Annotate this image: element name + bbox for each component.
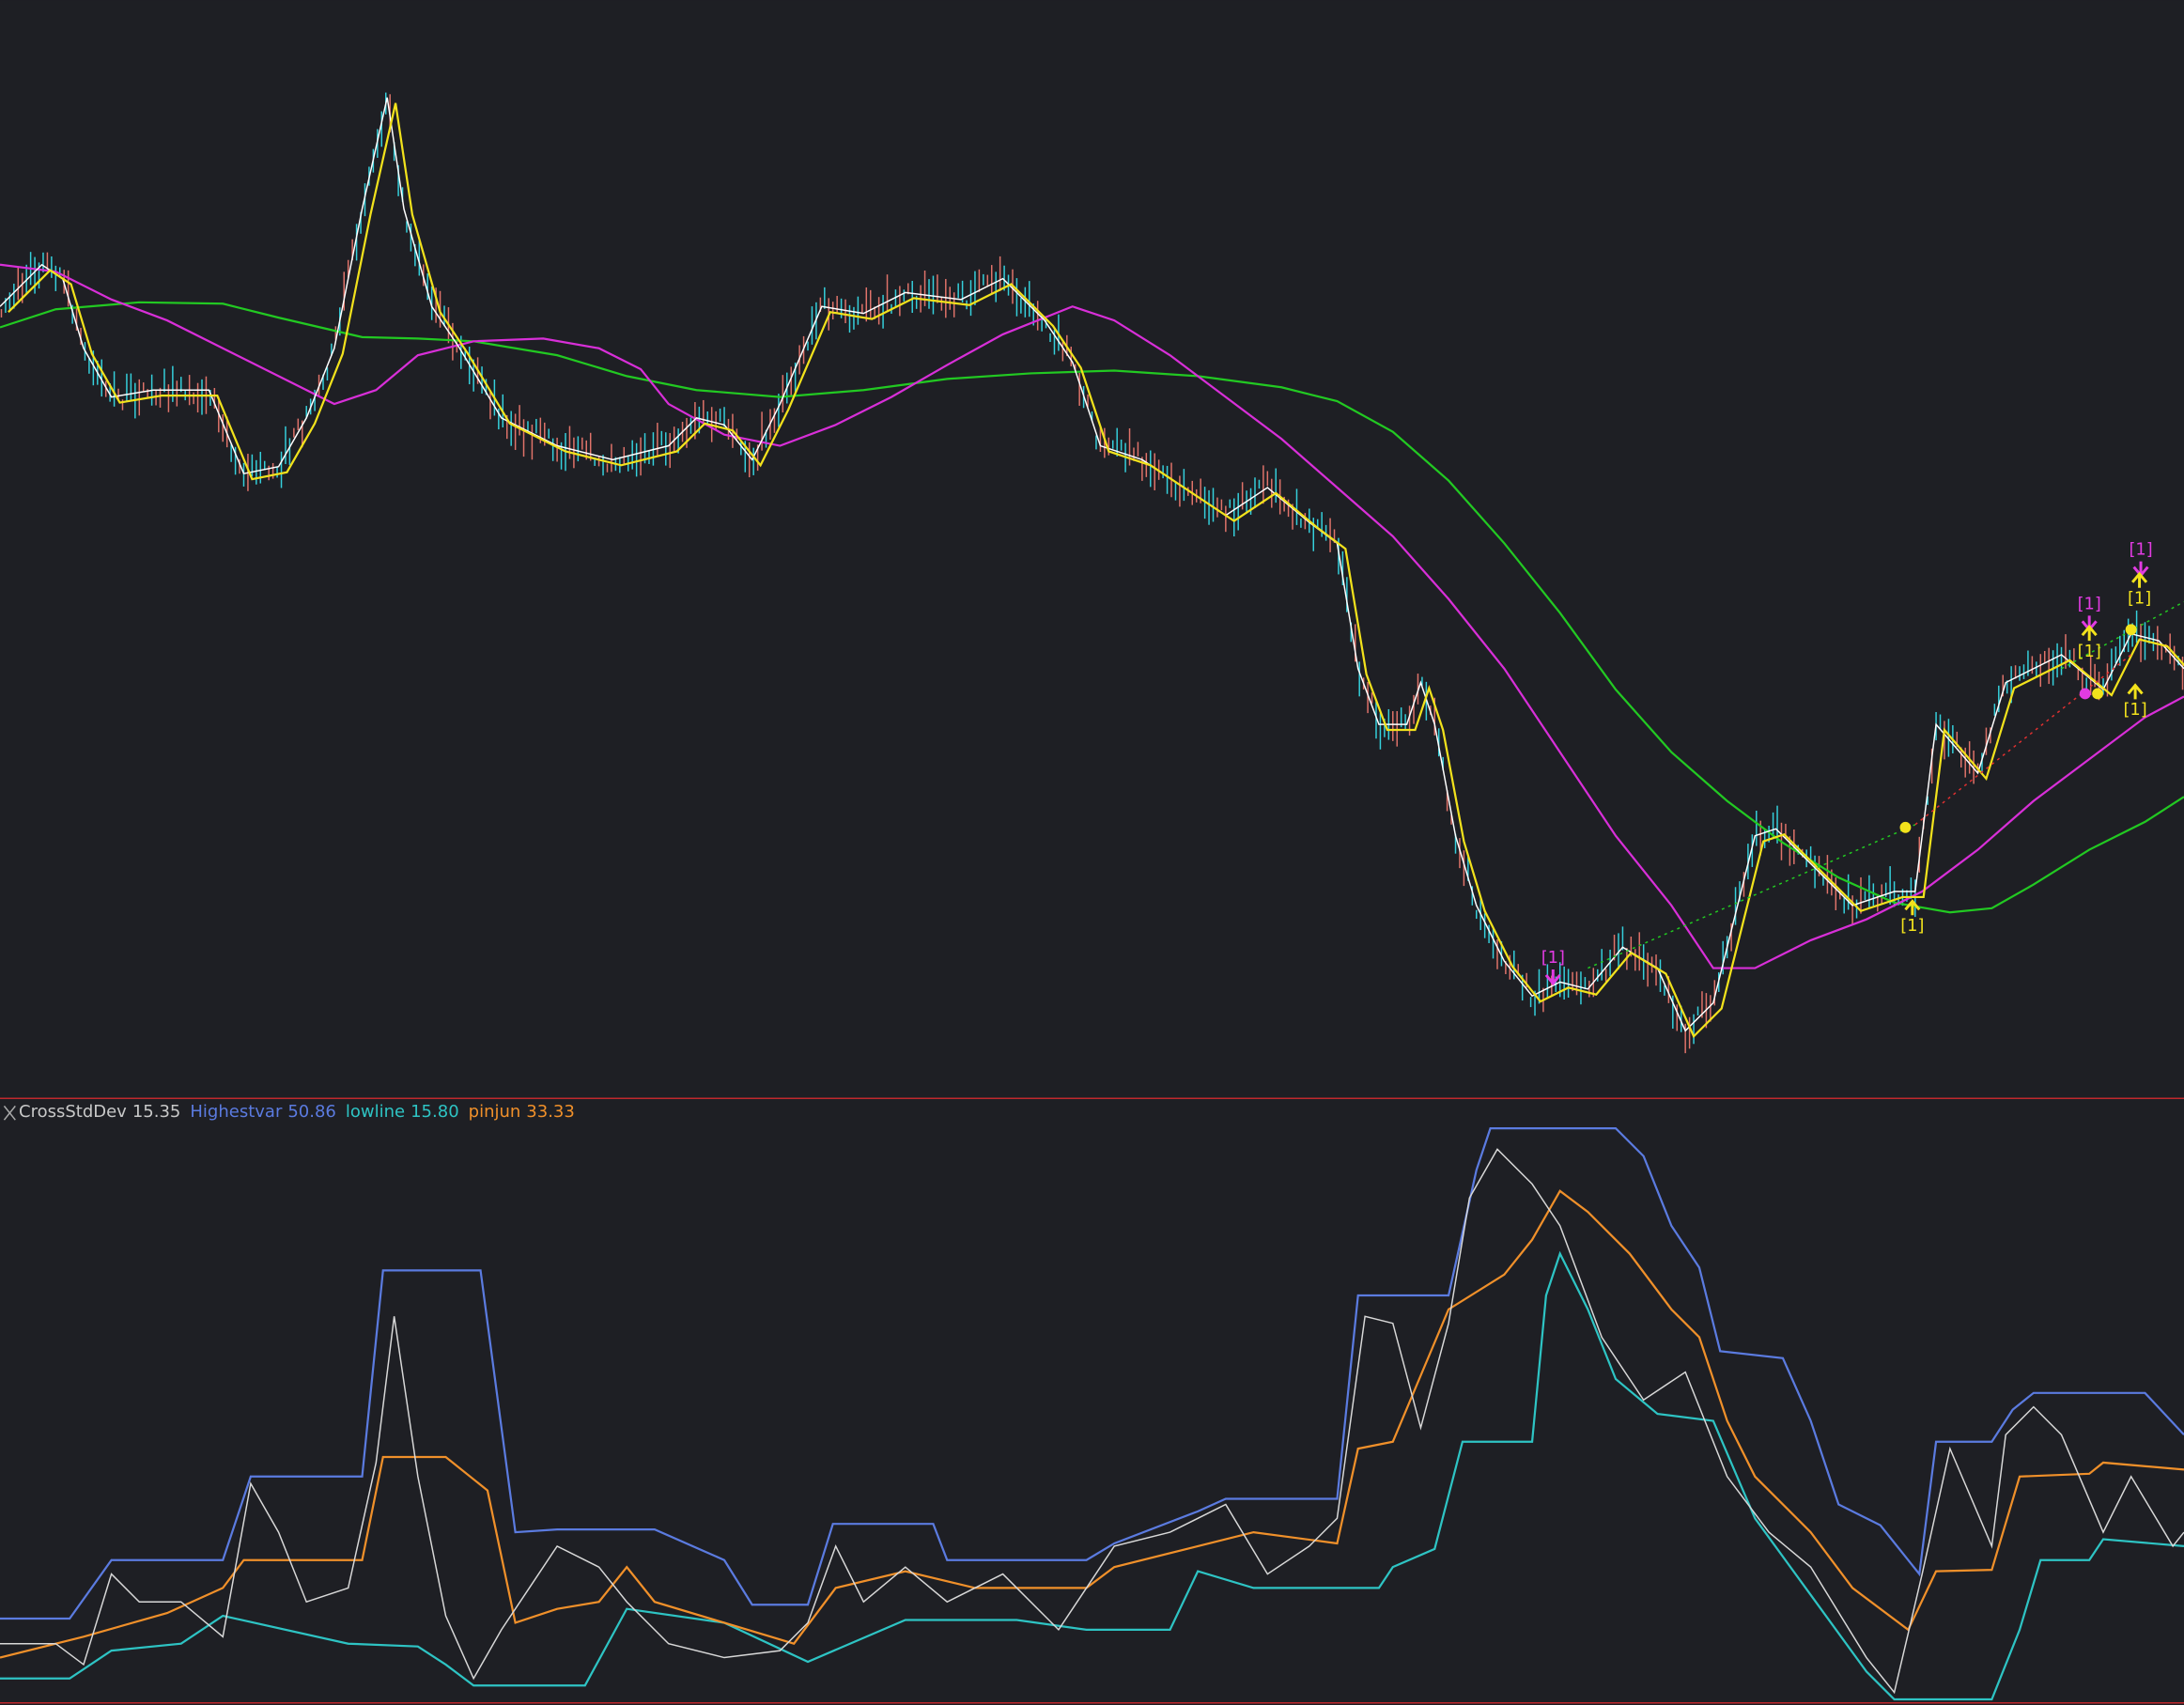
signal-label: [1] — [2078, 642, 2101, 661]
signal-arrow — [1544, 969, 1561, 986]
legend-value: 33.33 — [526, 1102, 575, 1122]
ma-mid — [0, 263, 2184, 969]
signal-label: [1] — [2124, 700, 2147, 720]
highestvar-line — [0, 1126, 2184, 1620]
legend-name: pinjun — [468, 1102, 521, 1122]
indicator-value: 15.35 — [132, 1102, 181, 1122]
lowline-line — [0, 1250, 2184, 1701]
signal-label: [1] — [2078, 595, 2101, 614]
trend-line — [2061, 600, 2184, 670]
legend-value: 15.80 — [410, 1102, 459, 1122]
signal-label: [1] — [2129, 540, 2152, 560]
signal-dot — [1899, 821, 1912, 833]
signal-label: [1] — [1900, 916, 1924, 936]
pinjun-line — [0, 1189, 2184, 1659]
signals: [1] [1] [1] [1] [1] [1] [1] — [1541, 540, 2153, 986]
legend-main: CrossStdDev 15.35 — [19, 1102, 180, 1122]
signal-arrow — [2127, 683, 2144, 700]
legend-item: Highestvar 50.86 — [190, 1102, 336, 1122]
signal-arrow — [2130, 571, 2148, 588]
signal-dot — [2079, 688, 2091, 700]
signal-label: [1] — [1541, 948, 1565, 968]
crossstddev-line — [0, 1148, 2184, 1695]
legend-value: 50.86 — [287, 1102, 336, 1122]
ma-short — [8, 102, 2184, 1039]
signal-dot — [2125, 624, 2137, 636]
signal-arrow — [1904, 899, 1921, 916]
signal-arrow — [2081, 624, 2098, 642]
indicator-name: CrossStdDev — [19, 1102, 127, 1122]
legend-name: lowline — [345, 1102, 406, 1122]
legend-item: pinjun 33.33 — [469, 1102, 575, 1122]
legend-lines: Highestvar 50.86 lowline 15.80 pinjun 33.33 — [190, 1102, 574, 1122]
legend-item: lowline 15.80 — [346, 1102, 459, 1122]
close-icon[interactable] — [3, 1105, 16, 1121]
indicator-legend: CrossStdDev 15.35 Highestvar 50.86 lowline… — [19, 1102, 575, 1122]
signal-dot — [2092, 688, 2103, 700]
signal-label: [1] — [2128, 589, 2151, 609]
legend-name: Highestvar — [190, 1102, 283, 1122]
